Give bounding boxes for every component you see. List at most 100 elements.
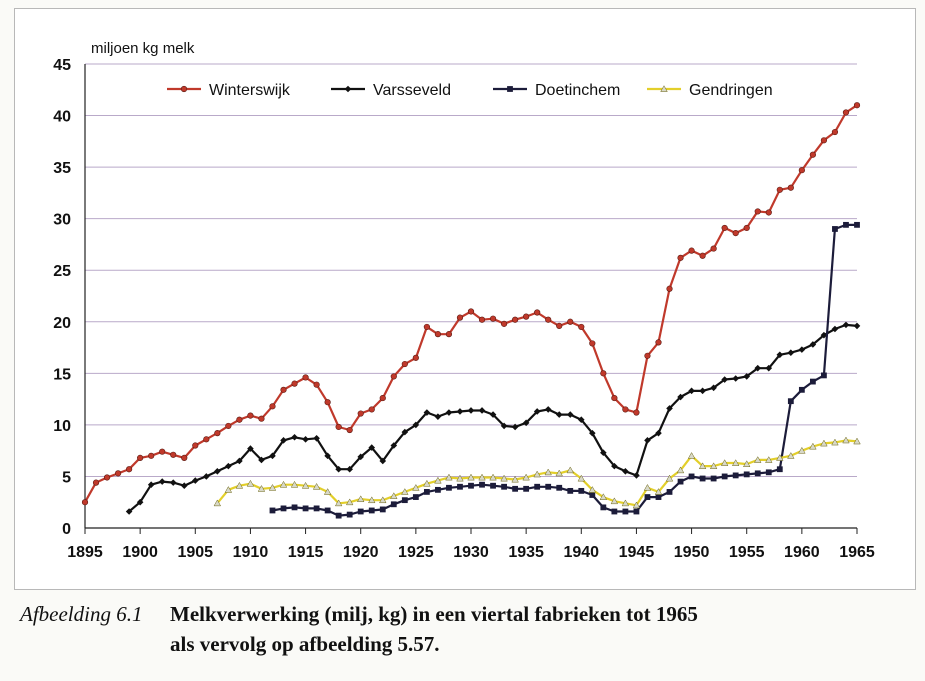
data-point-doetinchem-1946: [644, 494, 651, 500]
data-point-varsseveld-1962: [820, 331, 828, 339]
x-tick-label-1950: 1950: [674, 544, 710, 561]
data-point-winterswijk-1948: [666, 285, 673, 292]
data-point-winterswijk-1935: [523, 313, 530, 320]
legend-label-varsseveld: Varsseveld: [373, 82, 451, 99]
data-point-varsseveld-1960: [798, 346, 806, 353]
data-point-winterswijk-1934: [512, 316, 519, 323]
data-point-winterswijk-1942: [600, 370, 607, 377]
data-point-varsseveld-1941: [589, 429, 596, 437]
data-point-gendringen-1911: [257, 485, 266, 492]
x-tick-label-1915: 1915: [288, 544, 324, 561]
data-point-winterswijk-1906: [203, 436, 210, 443]
data-point-gendringen-1941: [588, 486, 597, 493]
data-point-winterswijk-1957: [765, 209, 772, 216]
data-point-winterswijk-1961: [809, 151, 816, 158]
data-point-winterswijk-1927: [434, 331, 442, 338]
series-varsseveld: [125, 321, 861, 515]
data-point-doetinchem-1945: [633, 508, 640, 515]
data-point-gendringen-1913: [279, 480, 288, 488]
x-tick-label-1930: 1930: [453, 544, 489, 561]
data-point-winterswijk-1955: [743, 224, 750, 232]
legend-label-gendringen: Gendringen: [689, 82, 773, 99]
data-point-gendringen-1916: [312, 482, 321, 490]
caption-text-2: als vervolg op afbeelding 5.57.: [170, 632, 440, 656]
data-point-winterswijk-1925: [412, 354, 419, 361]
data-point-winterswijk-1937: [545, 316, 552, 323]
data-point-varsseveld-1932: [489, 411, 497, 418]
data-point-winterswijk-1958: [776, 186, 783, 193]
data-point-varsseveld-1931: [478, 407, 486, 414]
data-point-winterswijk-1921: [368, 406, 375, 413]
data-point-varsseveld-1956: [754, 364, 762, 372]
data-point-gendringen-1910: [246, 479, 255, 487]
data-point-winterswijk-1923: [390, 373, 397, 380]
data-point-varsseveld-1965: [853, 322, 861, 330]
data-point-winterswijk-1915: [302, 374, 309, 381]
y-axis-label: miljoen kg melk: [91, 40, 195, 57]
caption-line-1: Afbeelding 6.1 Melkverwerking (milj, kg) …: [20, 602, 910, 632]
data-point-varsseveld-1920: [357, 453, 365, 461]
data-point-doetinchem-1939: [567, 487, 574, 494]
data-point-doetinchem-1927: [435, 486, 441, 493]
caption-label: Afbeelding 6.1: [20, 602, 143, 626]
data-point-varsseveld-1913: [280, 437, 287, 444]
data-point-varsseveld-1907: [214, 467, 221, 475]
x-tick-label-1940: 1940: [563, 544, 599, 561]
y-tick-label-30: 30: [53, 212, 71, 229]
data-point-varsseveld-1934: [511, 423, 519, 431]
data-point-varsseveld-1902: [158, 478, 166, 485]
data-point-gendringen-1945: [632, 501, 641, 509]
data-point-doetinchem-1937: [545, 483, 552, 490]
data-point-winterswijk-1963: [831, 128, 839, 136]
data-point-varsseveld-1928: [445, 409, 453, 416]
chart-panel: 0 5 10 15 20 25 30 35 40 45 1895 1900 1905 1910 1915 19…: [14, 8, 916, 590]
data-point-gendringen-1943: [610, 497, 619, 505]
data-point-doetinchem-1948: [666, 489, 673, 495]
data-point-doetinchem-1941: [589, 492, 596, 498]
data-point-gendringen-1960: [798, 446, 806, 454]
legend-marker-winterswijk: [180, 85, 188, 93]
caption-text-1: Melkverwerking (milj, kg) in een viertal…: [170, 602, 698, 626]
data-point-varsseveld-1952: [710, 384, 717, 392]
data-point-varsseveld-1957: [765, 364, 773, 372]
data-point-doetinchem-1922: [379, 506, 386, 513]
data-point-varsseveld-1904: [180, 482, 188, 490]
data-point-gendringen-1944: [621, 499, 630, 507]
data-point-winterswijk-1898: [114, 470, 122, 477]
data-point-varsseveld-1923: [390, 442, 398, 449]
data-point-varsseveld-1963: [831, 325, 839, 333]
data-point-winterswijk-1918: [335, 423, 342, 431]
data-point-doetinchem-1931: [479, 481, 485, 488]
data-point-varsseveld-1933: [500, 422, 508, 430]
data-point-gendringen-1915: [301, 481, 310, 489]
data-point-varsseveld-1906: [203, 473, 210, 480]
data-point-doetinchem-1914: [291, 504, 298, 511]
data-point-varsseveld-1938: [555, 411, 563, 418]
data-point-doetinchem-1916: [313, 505, 320, 512]
data-point-gendringen-1963: [831, 438, 839, 446]
data-point-winterswijk-1899: [126, 466, 133, 473]
x-tick-label-1895: 1895: [67, 544, 103, 561]
data-point-varsseveld-1901: [147, 481, 155, 488]
data-point-gendringen-1912: [268, 483, 277, 491]
x-tick-label-1955: 1955: [729, 544, 765, 561]
data-point-gendringen-1965: [853, 437, 861, 445]
data-point-winterswijk-1956: [754, 208, 761, 215]
x-tick-label-1920: 1920: [343, 544, 379, 561]
data-point-varsseveld-1964: [842, 321, 850, 329]
data-point-winterswijk-1936: [534, 309, 541, 316]
data-point-winterswijk-1947: [655, 339, 662, 346]
data-point-varsseveld-1919: [346, 465, 353, 473]
data-point-varsseveld-1945: [633, 472, 640, 479]
x-tick-label-1905: 1905: [177, 544, 213, 561]
data-point-varsseveld-1951: [699, 387, 706, 395]
data-point-winterswijk-1965: [853, 102, 861, 109]
data-point-winterswijk-1943: [611, 394, 618, 402]
data-point-winterswijk-1920: [357, 410, 364, 417]
line-chart: 0 5 10 15 20 25 30 35 40 45 1895 1900 1905 1910 1915 19…: [53, 40, 875, 561]
data-point-gendringen-1919: [345, 498, 354, 506]
data-point-varsseveld-1958: [776, 351, 784, 359]
data-point-varsseveld-1918: [335, 465, 342, 473]
data-point-varsseveld-1915: [302, 436, 309, 443]
data-point-winterswijk-1962: [820, 137, 828, 144]
